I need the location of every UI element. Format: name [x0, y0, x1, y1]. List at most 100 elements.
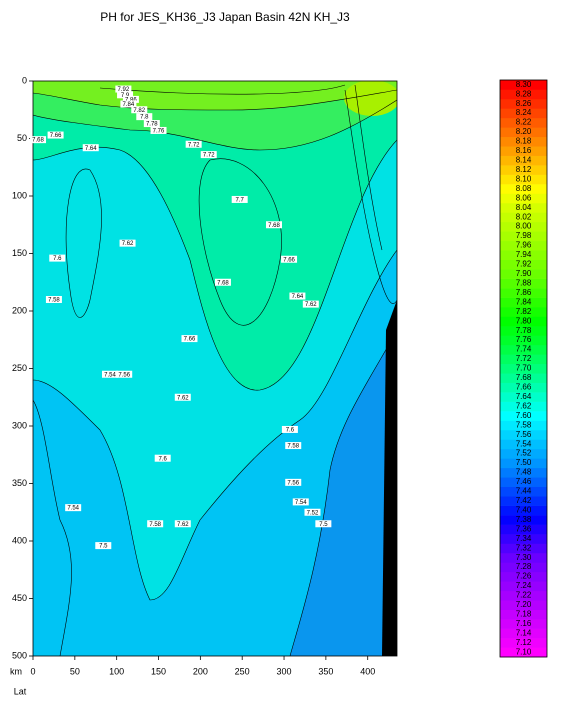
colorbar-label: 8.30 — [516, 80, 532, 89]
contour-label-box — [285, 478, 302, 486]
colorbar-label: 7.34 — [516, 534, 532, 543]
contour-label-box — [30, 136, 47, 144]
x-tick-label: 0 — [30, 666, 35, 676]
contour-label-box — [101, 370, 118, 378]
colorbar-label: 7.18 — [516, 610, 532, 619]
colorbar-cell — [500, 609, 547, 620]
colorbar-label: 7.10 — [516, 647, 532, 656]
y-tick-label: 250 — [12, 363, 27, 373]
x-tick-label: 400 — [360, 666, 375, 676]
colorbar-cell — [500, 212, 547, 223]
contour-label: 7.86 — [125, 97, 137, 103]
contour-label-box — [181, 335, 198, 343]
colorbar-cell — [500, 439, 547, 450]
colorbar-label: 7.56 — [516, 430, 532, 439]
contour-label-box — [265, 221, 282, 229]
contour-label: 7.58 — [48, 298, 60, 304]
colorbar-label: 7.44 — [516, 487, 532, 496]
contour-label: 7.76 — [153, 129, 165, 135]
colorbar-cell — [500, 184, 547, 194]
contour-label-box — [117, 91, 134, 99]
contour-label: 7.56 — [118, 372, 130, 378]
colorbar-cell — [500, 401, 547, 412]
contour-label: 7.64 — [85, 146, 97, 152]
colorbar-cell — [500, 165, 547, 175]
colorbar-cell — [500, 221, 547, 232]
colorbar-label: 7.98 — [516, 231, 532, 240]
contour-label-box — [82, 144, 99, 152]
colorbar-label: 7.94 — [516, 250, 532, 259]
contour-label-box — [304, 508, 321, 516]
colorbar-label: 7.14 — [516, 628, 532, 637]
colorbar-label: 7.24 — [516, 581, 532, 590]
colorbar-cell — [500, 505, 547, 516]
colorbar-label: 7.90 — [516, 269, 532, 278]
colorbar-cell — [500, 335, 547, 346]
contour-label-box — [281, 425, 298, 433]
colorbar-cell — [500, 202, 547, 213]
colorbar-label: 7.88 — [516, 278, 532, 287]
contour-label: 7.72 — [188, 142, 200, 148]
colorbar-cell — [500, 373, 547, 383]
contour-label: 7.64 — [292, 294, 304, 300]
colorbar-cell — [500, 477, 547, 488]
colorbar-cell — [500, 392, 547, 402]
colorbar-cell — [500, 524, 547, 535]
contour-label-box — [214, 278, 231, 286]
colorbar-label: 8.04 — [516, 203, 532, 212]
colorbar-label: 8.24 — [516, 108, 532, 117]
colorbar-cell — [500, 486, 547, 497]
colorbar-cell — [500, 231, 547, 242]
colorbar-cell — [500, 259, 547, 270]
y-tick-label: 100 — [12, 190, 27, 200]
colorbar-cell — [500, 562, 547, 573]
contour-label: 7.62 — [177, 522, 189, 528]
colorbar-cell — [500, 647, 547, 658]
contour-label: 7.54 — [295, 500, 307, 506]
colorbar-label: 7.62 — [516, 401, 532, 410]
contour-label: 7.78 — [146, 122, 158, 128]
colorbar-cell — [500, 344, 547, 355]
colorbar-label: 7.36 — [516, 524, 532, 533]
colorbar-label: 8.16 — [516, 146, 532, 155]
contour-label-box — [302, 300, 319, 308]
contour-label-box — [315, 520, 332, 528]
contour-label-box — [174, 393, 191, 401]
colorbar-cell — [500, 619, 547, 629]
contour-label-box — [122, 95, 139, 103]
contour-label-box — [281, 255, 298, 263]
contour-label: 7.66 — [283, 257, 295, 263]
contour-label-box — [289, 292, 306, 300]
x-tick-label: 50 — [70, 666, 80, 676]
y-tick-label: 150 — [12, 248, 27, 258]
colorbar-cell — [500, 600, 547, 611]
y-tick-label: 350 — [12, 478, 27, 488]
contour-label-box — [45, 296, 62, 303]
colorbar-label: 7.76 — [516, 335, 532, 344]
contour-label: 7.68 — [32, 138, 44, 144]
contour-label-box — [65, 504, 82, 512]
colorbar-cell — [500, 429, 547, 440]
colorbar-label: 7.82 — [516, 307, 532, 316]
colorbar-cell — [500, 193, 547, 204]
contour-label: 7.7 — [236, 198, 245, 204]
colorbar-cell — [500, 80, 547, 90]
contour-label-box — [49, 254, 66, 262]
colorbar-label: 7.60 — [516, 411, 532, 420]
colorbar-cell — [500, 174, 547, 185]
colorbar-cell — [500, 269, 547, 279]
colorbar-label: 8.10 — [516, 174, 532, 183]
contour-label-box — [131, 106, 148, 114]
x-tick-label: 350 — [318, 666, 333, 676]
colorbar-cell — [500, 543, 547, 554]
y-tick-label: 450 — [12, 593, 27, 603]
contour-label: 7.9 — [121, 93, 130, 99]
colorbar-label: 8.20 — [516, 127, 532, 136]
colorbar-frame — [499, 79, 548, 658]
chart-title: PH for JES_KH36_J3 Japan Basin 42N KH_J3 — [100, 10, 350, 24]
colorbar-cell — [500, 581, 547, 592]
colorbar-cell — [500, 638, 547, 648]
contour-label: 7.54 — [67, 506, 79, 512]
colorbar-cell — [500, 146, 547, 156]
y-tick-label: 500 — [12, 650, 27, 660]
